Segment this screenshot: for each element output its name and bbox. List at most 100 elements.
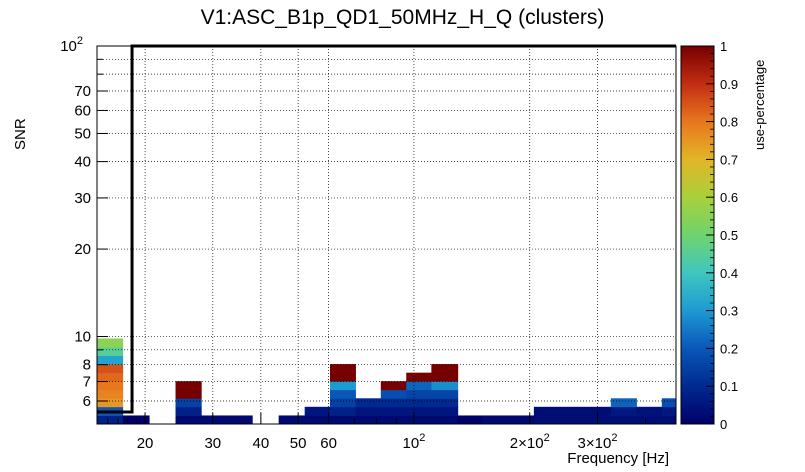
heatmap-cell <box>610 406 637 416</box>
colorbar-tick-label: 0.6 <box>720 190 738 205</box>
heatmap-cell <box>406 415 432 425</box>
heatmap-cell <box>559 415 586 425</box>
heatmap-cell <box>226 415 253 425</box>
colorbar-tick-label: 0.1 <box>720 379 738 394</box>
colorbar-tick-label: 0.4 <box>720 266 738 281</box>
colorbar-tick-label: 0.7 <box>720 152 738 167</box>
colorbar-tick-label: 1 <box>720 39 727 54</box>
y-tick-label: 102 <box>60 35 83 55</box>
y-tick-label: 7 <box>83 374 91 391</box>
colorbar-tick-label: 0.2 <box>720 341 738 356</box>
heatmap-cell <box>406 406 432 416</box>
colorbar: 0 0.1 0.2 0.3 0.4 0.5 0.6 0.7 0.8 0.9 1 <box>680 39 738 432</box>
heatmap-cell <box>508 415 535 425</box>
x-tick-label: 2×102 <box>510 432 550 452</box>
y-tick-label: 60 <box>74 102 91 119</box>
colorbar-label: use-percentage <box>752 59 767 150</box>
heatmap-cell <box>380 381 407 391</box>
heatmap-cell <box>304 415 331 425</box>
colorbar-tick-label: 0.3 <box>720 304 738 319</box>
x-tick-label: 50 <box>290 435 307 452</box>
heatmap-cell <box>533 415 560 425</box>
heatmap-cell <box>278 415 306 425</box>
heatmap-cell <box>329 381 356 391</box>
heatmap-cell <box>406 389 432 399</box>
x-tick-exponent: 2 <box>419 432 425 444</box>
heatmap-cell <box>661 415 677 425</box>
x-tick-label: 30 <box>204 435 221 452</box>
heatmap-cell <box>329 415 356 425</box>
heatmap-cell <box>329 372 356 382</box>
heatmap-cell <box>97 355 124 365</box>
chart-title: V1:ASC_B1p_QD1_50MHz_H_Q (clusters) <box>200 6 605 29</box>
heatmap-cell <box>431 372 459 382</box>
heatmap-cell <box>97 381 124 391</box>
y-tick-label: 8 <box>83 357 91 374</box>
grid-lines <box>97 45 676 424</box>
heatmap-cell <box>636 415 663 425</box>
heatmap-cell <box>175 406 202 416</box>
heatmap-cell <box>585 415 612 425</box>
y-axis: 6 78 10 20 30 40 50 60 70 102 <box>60 35 108 410</box>
heatmap-cell <box>97 347 124 356</box>
threshold-curve <box>97 44 676 414</box>
heatmap-cell <box>661 398 677 408</box>
heatmap-cell <box>355 398 382 408</box>
heatmap-cell <box>406 372 432 382</box>
y-tick-label: 6 <box>83 393 91 410</box>
x-tick-exponent: 2 <box>611 432 617 444</box>
heatmap-cell <box>329 364 356 374</box>
heatmap-cell <box>175 398 202 408</box>
heatmap-cell <box>431 381 459 391</box>
heatmap-cell <box>329 406 356 416</box>
heatmap-cell <box>661 406 677 416</box>
heatmap-cells <box>97 338 677 425</box>
heatmap-cell <box>97 338 124 348</box>
heatmap-cell <box>406 381 432 391</box>
heatmap-cell <box>585 406 612 416</box>
heatmap-cell <box>201 415 227 425</box>
heatmap-cell <box>97 415 124 425</box>
x-tick-label: 3×102 <box>578 432 618 452</box>
y-tick-label: 20 <box>74 241 91 258</box>
heatmap-cell <box>97 364 124 374</box>
y-tick-label: 50 <box>74 125 91 142</box>
x-tick-label: 102 <box>403 432 426 452</box>
heatmap-cell <box>355 406 382 416</box>
x-tick-label: 20 <box>137 435 154 452</box>
colorbar-tick-label: 0.8 <box>720 115 738 130</box>
heatmap-cell <box>97 389 124 399</box>
heatmap-cell <box>329 398 356 408</box>
heatmap-cell <box>304 406 331 416</box>
heatmap-cell <box>175 389 202 399</box>
y-tick-label: 10 <box>74 329 91 346</box>
plot-frame <box>96 45 677 425</box>
heatmap-cell <box>457 415 484 425</box>
x-tick-label: 60 <box>320 435 337 452</box>
y-tick-exponent: 2 <box>77 35 83 47</box>
heatmap-cell <box>355 415 382 425</box>
heatmap-cell <box>482 415 509 425</box>
heatmap-cell <box>431 398 459 408</box>
heatmap-cell <box>610 415 637 425</box>
heatmap-cell <box>380 398 407 408</box>
heatmap-cell <box>380 406 407 416</box>
colorbar-tick-label: 0.9 <box>720 77 738 92</box>
heatmap-cell <box>329 389 356 399</box>
heatmap-cell <box>406 398 432 408</box>
x-axis-label: Frequency [Hz] <box>567 450 669 467</box>
heatmap-cell <box>380 389 407 399</box>
colorbar-tick-label: 0 <box>720 417 727 432</box>
x-axis: 20 30 40 50 60 102 2×102 3×102 <box>107 413 647 452</box>
y-tick-label: 70 <box>74 83 91 100</box>
heatmap-cell <box>97 372 124 382</box>
heatmap-cell <box>431 389 459 399</box>
y-axis-label: SNR <box>12 118 29 150</box>
x-tick-exponent: 2 <box>544 432 550 444</box>
heatmap-cell <box>431 415 459 425</box>
heatmap-cell <box>533 406 560 416</box>
heatmap-cell <box>431 364 459 374</box>
colorbar-tick-label: 0.5 <box>720 228 738 243</box>
heatmap-cell <box>559 406 586 416</box>
